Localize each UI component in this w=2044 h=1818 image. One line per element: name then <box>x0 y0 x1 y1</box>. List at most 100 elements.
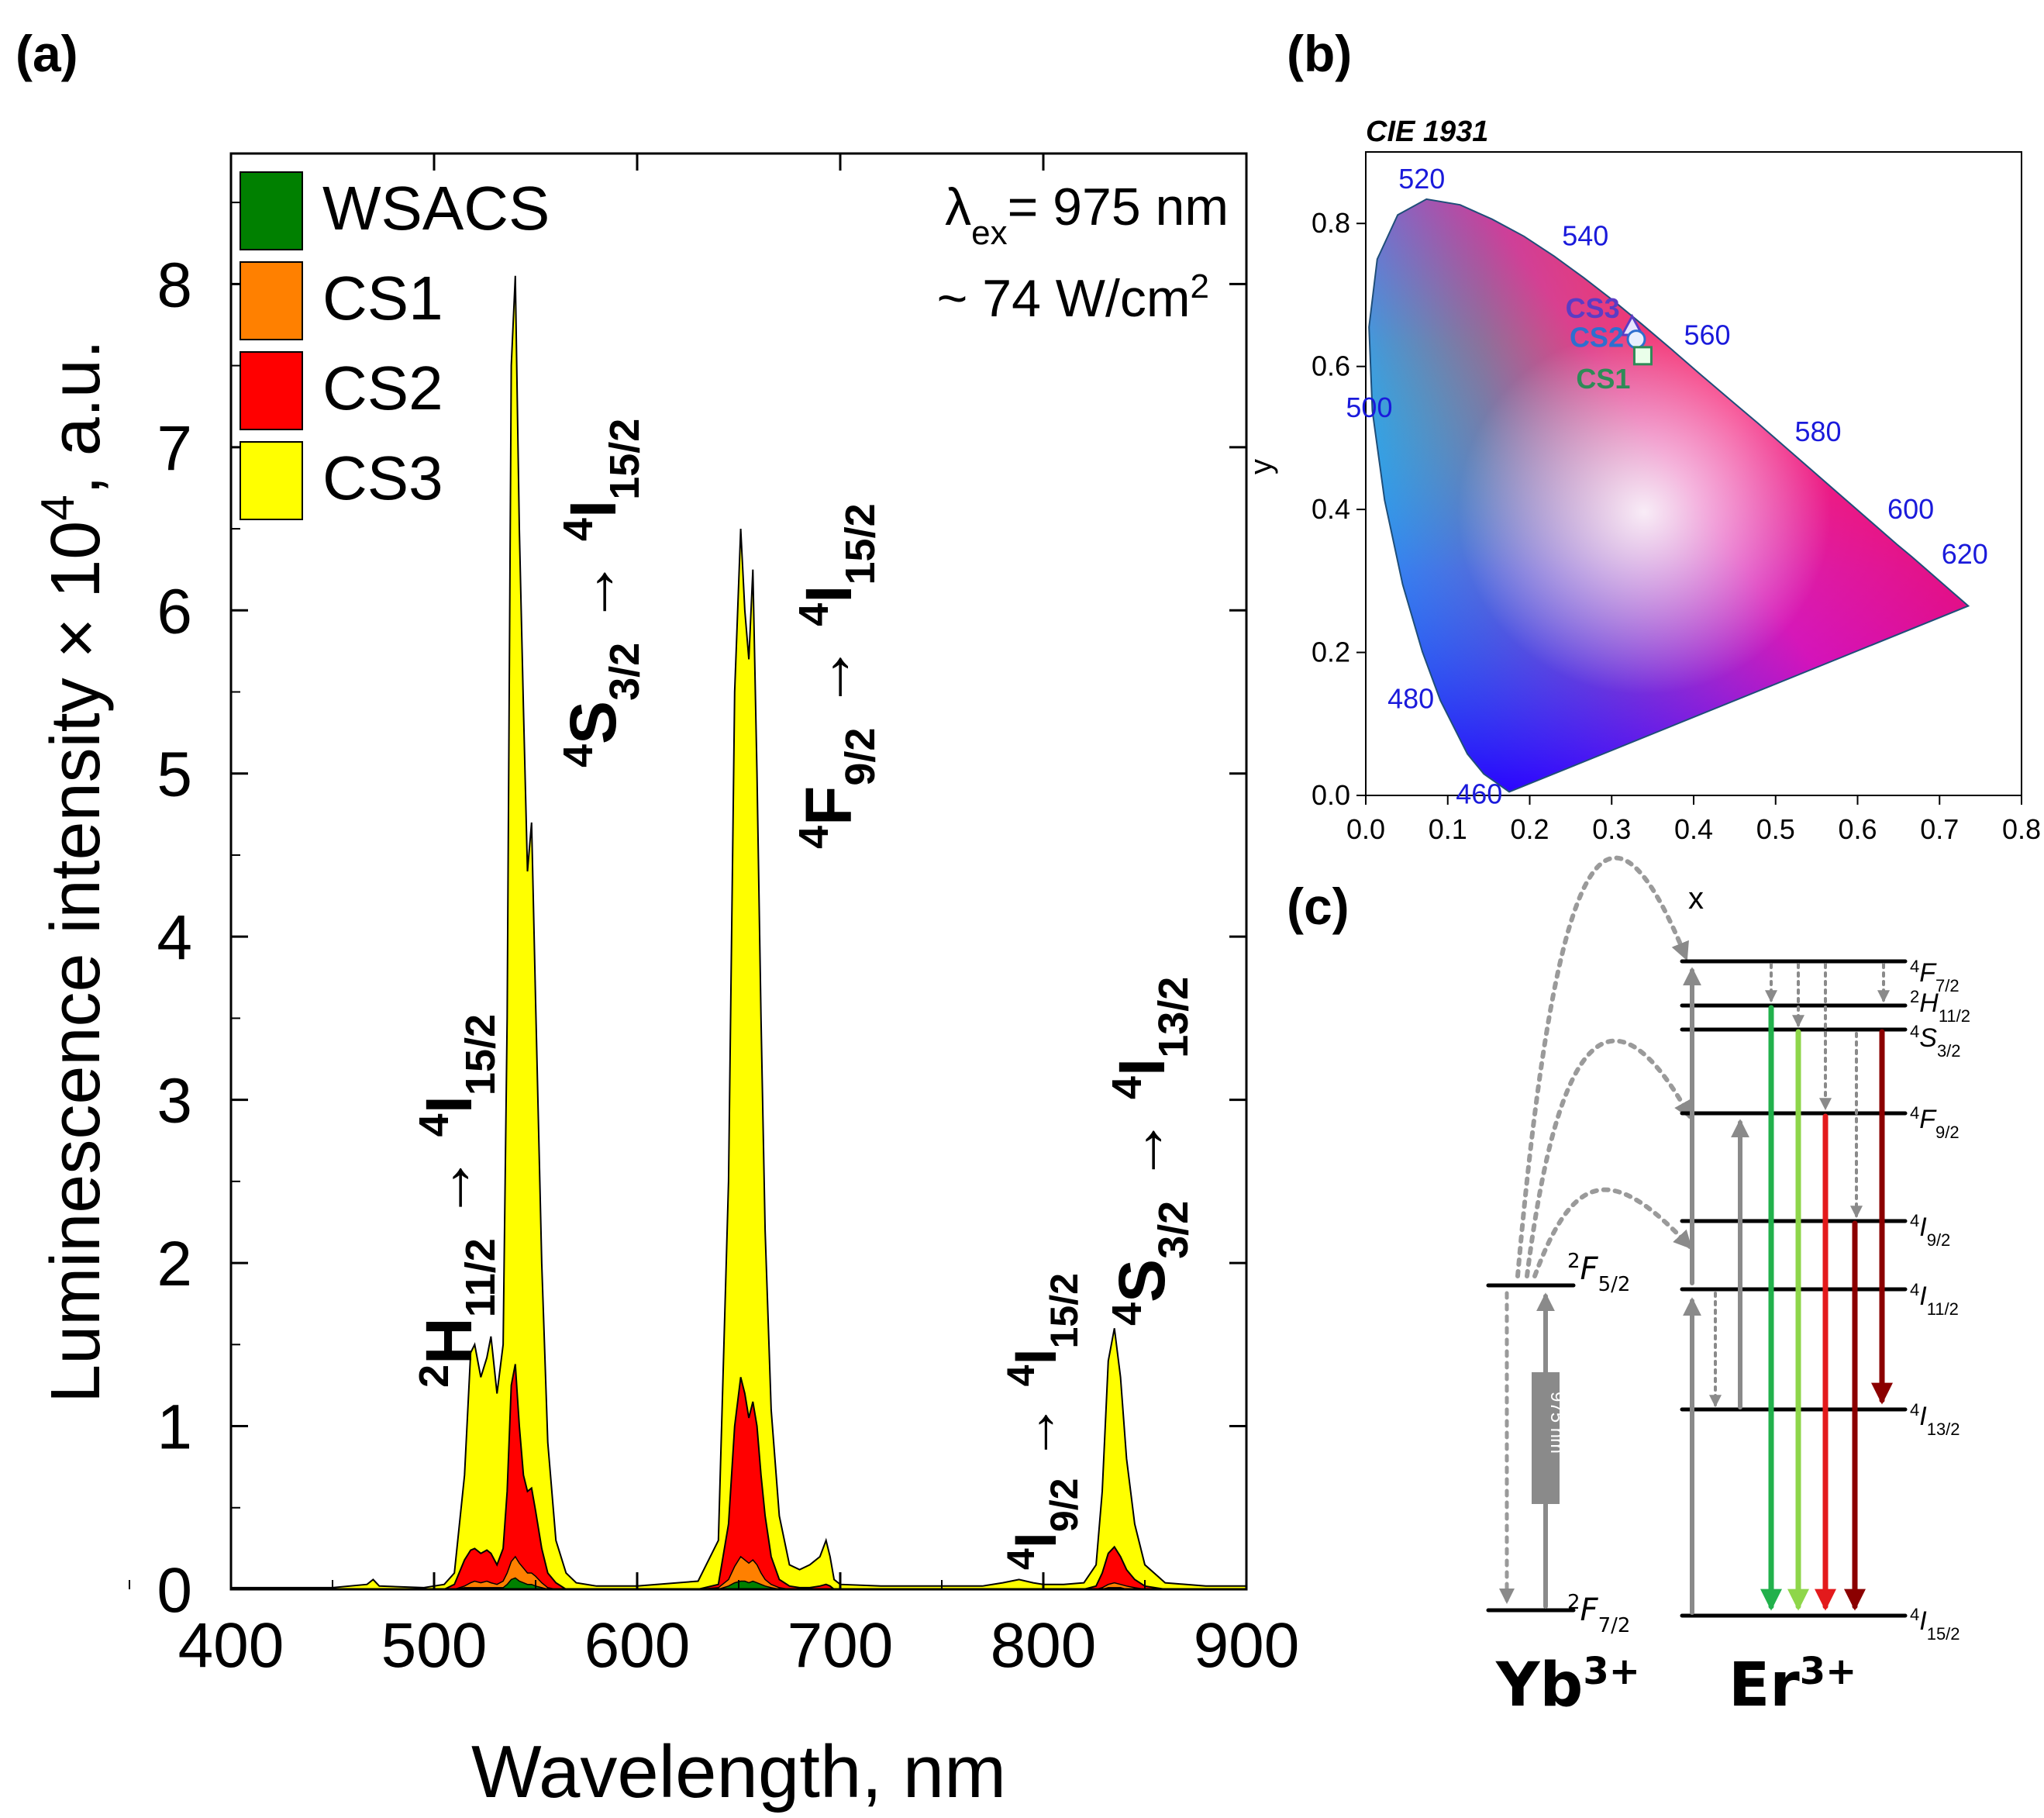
energy-transfer-3 <box>1532 1187 1693 1278</box>
legend-swatch-wsacs <box>240 171 303 250</box>
label-yb-2f72: 2F7/2 <box>1567 1591 1630 1637</box>
cie-x-tick-label-0.8: 0.8 <box>2002 813 2041 845</box>
y-tick-label-5: 5 <box>157 740 192 810</box>
legend-label-cs1: CS1 <box>322 264 443 333</box>
panel-a-axes: 400 500 600 700 800 900 0 1 2 3 4 5 6 7 8 <box>129 154 1300 1681</box>
area-cs1 <box>231 1555 1246 1589</box>
cie-y-tick-label-0.4: 0.4 <box>1312 493 1350 525</box>
point-cs1 <box>1632 346 1653 366</box>
cie-x-tick-label-0.2: 0.2 <box>1510 813 1549 845</box>
panel-b-title: CIE 1931 <box>1366 116 1488 148</box>
x-tick-label-800: 800 <box>991 1610 1097 1681</box>
y-tick-label-7: 7 <box>157 413 192 484</box>
er-level-labels: 4F7/2 2H11/2 4S3/2 4F9/2 4I9/2 4I11/2 4I… <box>1910 957 1970 1644</box>
y-tick-label-3: 3 <box>157 1066 192 1137</box>
cie-x-tick-label-0.1: 0.1 <box>1429 813 1467 845</box>
cie-x-tick-label-0.6: 0.6 <box>1838 813 1877 845</box>
transition-labels: 2H11/2 → 4I15/2 4S3/2 → 4I15/2 4F9/2 → 4… <box>411 419 1197 1570</box>
panel-b-xlabel: x <box>1688 881 1704 916</box>
y-tick-label-2: 2 <box>157 1229 192 1299</box>
wavelength-label-520: 520 <box>1398 163 1445 195</box>
y-tick-label-0: 0 <box>157 1555 192 1626</box>
cie-y-tick-label-0.2: 0.2 <box>1312 636 1350 668</box>
transition-label-f92: 4F9/2 → 4I15/2 <box>791 503 884 849</box>
excitation-wavelength: λex= 975 nm <box>945 178 1229 252</box>
point-cs2 <box>1626 329 1646 350</box>
label-er-4i92: 4I9/2 <box>1910 1211 1950 1250</box>
cie-x-tick-label-0.7: 0.7 <box>1920 813 1959 845</box>
wavelength-label-480: 480 <box>1387 682 1434 714</box>
nonradiative-relaxations <box>1709 963 1890 1408</box>
transition-label-s32: 4S3/2 → 4I15/2 <box>555 419 648 768</box>
panel-c-label: (c) <box>1287 878 1349 935</box>
excitation-label-box <box>1532 1372 1560 1504</box>
panel-b-ylabel: y <box>1244 459 1278 474</box>
panel-a-legend: WSACS CS1 CS2 CS3 <box>240 171 550 520</box>
excitation-label: 975 nm <box>1546 1392 1567 1454</box>
area-cs2 <box>231 1364 1246 1589</box>
point-label-cs3: CS3 <box>1566 292 1620 324</box>
wavelength-label-580: 580 <box>1794 416 1841 447</box>
y-tick-label-6: 6 <box>157 576 192 647</box>
transition-label-s32b: 4S3/2 → 4I13/2 <box>1104 977 1197 1326</box>
label-er-4i132: 4I13/2 <box>1910 1400 1960 1439</box>
cie-x-tick-label-0: 0.0 <box>1346 813 1385 845</box>
cie-fill-white <box>1369 198 1969 792</box>
energy-transfer-2 <box>1525 1038 1692 1278</box>
legend-swatch-cs3 <box>240 441 303 520</box>
label-er-4i152: 4I15/2 <box>1910 1605 1960 1644</box>
wavelength-label-500: 500 <box>1346 392 1392 423</box>
cie-y-tick-label-0.8: 0.8 <box>1312 207 1350 239</box>
label-er-4f72: 4F7/2 <box>1910 957 1960 995</box>
cie-y-tick-label-0: 0.0 <box>1312 779 1350 811</box>
cie-x-tick-label-0.5: 0.5 <box>1756 813 1795 845</box>
cie-y-tick-label-0.6: 0.6 <box>1312 350 1350 382</box>
panel-b-axes: 0.0 0.1 0.2 0.3 0.4 0.5 0.6 0.7 0.8 0.0 0.2 0.4 0.6 0… <box>1312 207 2041 845</box>
er-levels <box>1680 959 1908 1618</box>
legend-label-cs3: CS3 <box>322 443 443 512</box>
cie-x-tick-label-0.3: 0.3 <box>1592 813 1631 845</box>
x-tick-label-600: 600 <box>584 1610 691 1681</box>
legend-label-cs2: CS2 <box>322 354 443 423</box>
legend-swatch-cs2 <box>240 351 303 430</box>
wavelength-label-540: 540 <box>1562 220 1608 252</box>
wavelength-label-620: 620 <box>1942 538 1988 570</box>
y-tick-label-4: 4 <box>157 902 192 973</box>
transition-label-i92: 4I9/2 → 4I15/2 <box>999 1273 1086 1570</box>
cie-x-tick-label-0.4: 0.4 <box>1674 813 1713 845</box>
spectral-locus <box>1368 198 1970 793</box>
wavelength-label-600: 600 <box>1887 493 1934 525</box>
point-label-cs2: CS2 <box>1570 322 1624 354</box>
legend-label-wsacs: WSACS <box>322 174 550 243</box>
legend-swatch-cs1 <box>240 261 303 340</box>
label-er-4i112: 4I11/2 <box>1910 1280 1959 1319</box>
x-tick-label-900: 900 <box>1194 1610 1300 1681</box>
x-tick-label-500: 500 <box>381 1610 488 1681</box>
excitation-power: ~ 74 W/cm2 <box>937 267 1209 329</box>
point-label-cs1: CS1 <box>1576 363 1630 395</box>
wavelength-label-560: 560 <box>1684 319 1730 351</box>
label-er-4f92: 4F9/2 <box>1910 1103 1960 1142</box>
panel-b-label: (b) <box>1287 25 1352 82</box>
label-er-4s32: 4S3/2 <box>1910 1022 1961 1061</box>
x-tick-label-400: 400 <box>178 1610 284 1681</box>
ion-label-yb: Yb3+ <box>1495 1650 1640 1720</box>
y-tick-label-8: 8 <box>157 250 192 320</box>
ion-label-er: Er3+ <box>1729 1650 1856 1720</box>
y-tick-label-1: 1 <box>157 1392 192 1463</box>
wavelength-label-460: 460 <box>1456 778 1502 809</box>
energy-diagram: 2F5/2 2F7/2 975 nm 4F7/2 2H11/2 4S3/2 4F… <box>1486 855 1970 1720</box>
panel-a-label: (a) <box>16 25 78 82</box>
label-yb-2f52: 2F5/2 <box>1567 1250 1630 1296</box>
transition-label-h11: 2H11/2 → 4I15/2 <box>411 1014 504 1388</box>
energy-transfer-1 <box>1515 855 1689 1278</box>
panel-a-xlabel: Wavelength, nm <box>471 1730 1006 1813</box>
x-tick-label-700: 700 <box>788 1610 894 1681</box>
label-er-2h112: 2H11/2 <box>1910 987 1970 1026</box>
area-cs3 <box>231 275 1246 1589</box>
panel-a-ylabel: Luminescence intensity × 104, a.u. <box>32 340 115 1403</box>
cie-gamut <box>1369 198 1969 792</box>
